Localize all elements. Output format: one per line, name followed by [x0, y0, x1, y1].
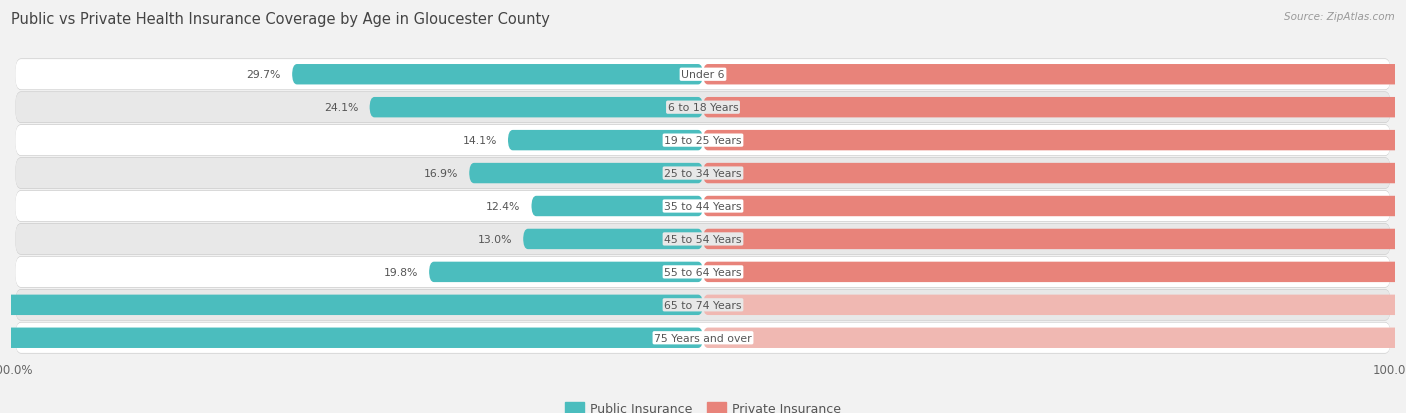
Text: 12.4%: 12.4% [486, 202, 520, 211]
Text: 65 to 74 Years: 65 to 74 Years [664, 300, 742, 310]
FancyBboxPatch shape [703, 328, 1406, 348]
FancyBboxPatch shape [429, 262, 703, 282]
FancyBboxPatch shape [15, 256, 1391, 288]
Text: 75 Years and over: 75 Years and over [654, 333, 752, 343]
FancyBboxPatch shape [15, 159, 1391, 189]
Text: 24.1%: 24.1% [325, 103, 359, 113]
FancyBboxPatch shape [470, 164, 703, 184]
FancyBboxPatch shape [508, 131, 703, 151]
FancyBboxPatch shape [15, 92, 1391, 123]
FancyBboxPatch shape [15, 290, 1391, 321]
Text: 19.8%: 19.8% [384, 267, 418, 277]
Text: 14.1%: 14.1% [463, 136, 496, 146]
Text: Under 6: Under 6 [682, 70, 724, 80]
Text: 13.0%: 13.0% [478, 234, 512, 244]
FancyBboxPatch shape [703, 65, 1406, 85]
FancyBboxPatch shape [15, 257, 1391, 287]
FancyBboxPatch shape [703, 196, 1406, 217]
FancyBboxPatch shape [15, 125, 1391, 157]
Text: Public vs Private Health Insurance Coverage by Age in Gloucester County: Public vs Private Health Insurance Cover… [11, 12, 550, 27]
FancyBboxPatch shape [15, 158, 1391, 190]
FancyBboxPatch shape [0, 295, 703, 315]
FancyBboxPatch shape [15, 223, 1391, 255]
Text: 6 to 18 Years: 6 to 18 Years [668, 103, 738, 113]
FancyBboxPatch shape [15, 322, 1391, 354]
FancyBboxPatch shape [15, 191, 1391, 222]
FancyBboxPatch shape [0, 328, 703, 348]
Text: Source: ZipAtlas.com: Source: ZipAtlas.com [1284, 12, 1395, 22]
FancyBboxPatch shape [703, 98, 1406, 118]
FancyBboxPatch shape [15, 59, 1391, 91]
FancyBboxPatch shape [15, 93, 1391, 123]
FancyBboxPatch shape [531, 196, 703, 217]
FancyBboxPatch shape [523, 229, 703, 249]
Legend: Public Insurance, Private Insurance: Public Insurance, Private Insurance [560, 397, 846, 413]
Text: 25 to 34 Years: 25 to 34 Years [664, 169, 742, 179]
FancyBboxPatch shape [15, 191, 1391, 222]
Text: 55 to 64 Years: 55 to 64 Years [664, 267, 742, 277]
Text: 29.7%: 29.7% [246, 70, 281, 80]
FancyBboxPatch shape [703, 131, 1406, 151]
FancyBboxPatch shape [292, 65, 703, 85]
FancyBboxPatch shape [15, 224, 1391, 254]
FancyBboxPatch shape [703, 295, 1406, 315]
FancyBboxPatch shape [15, 290, 1391, 320]
FancyBboxPatch shape [703, 164, 1406, 184]
FancyBboxPatch shape [703, 262, 1406, 282]
FancyBboxPatch shape [15, 60, 1391, 90]
Text: 16.9%: 16.9% [423, 169, 458, 179]
FancyBboxPatch shape [370, 98, 703, 118]
FancyBboxPatch shape [703, 229, 1406, 249]
FancyBboxPatch shape [15, 126, 1391, 156]
Text: 45 to 54 Years: 45 to 54 Years [664, 234, 742, 244]
Text: 35 to 44 Years: 35 to 44 Years [664, 202, 742, 211]
FancyBboxPatch shape [15, 323, 1391, 353]
Text: 19 to 25 Years: 19 to 25 Years [664, 136, 742, 146]
